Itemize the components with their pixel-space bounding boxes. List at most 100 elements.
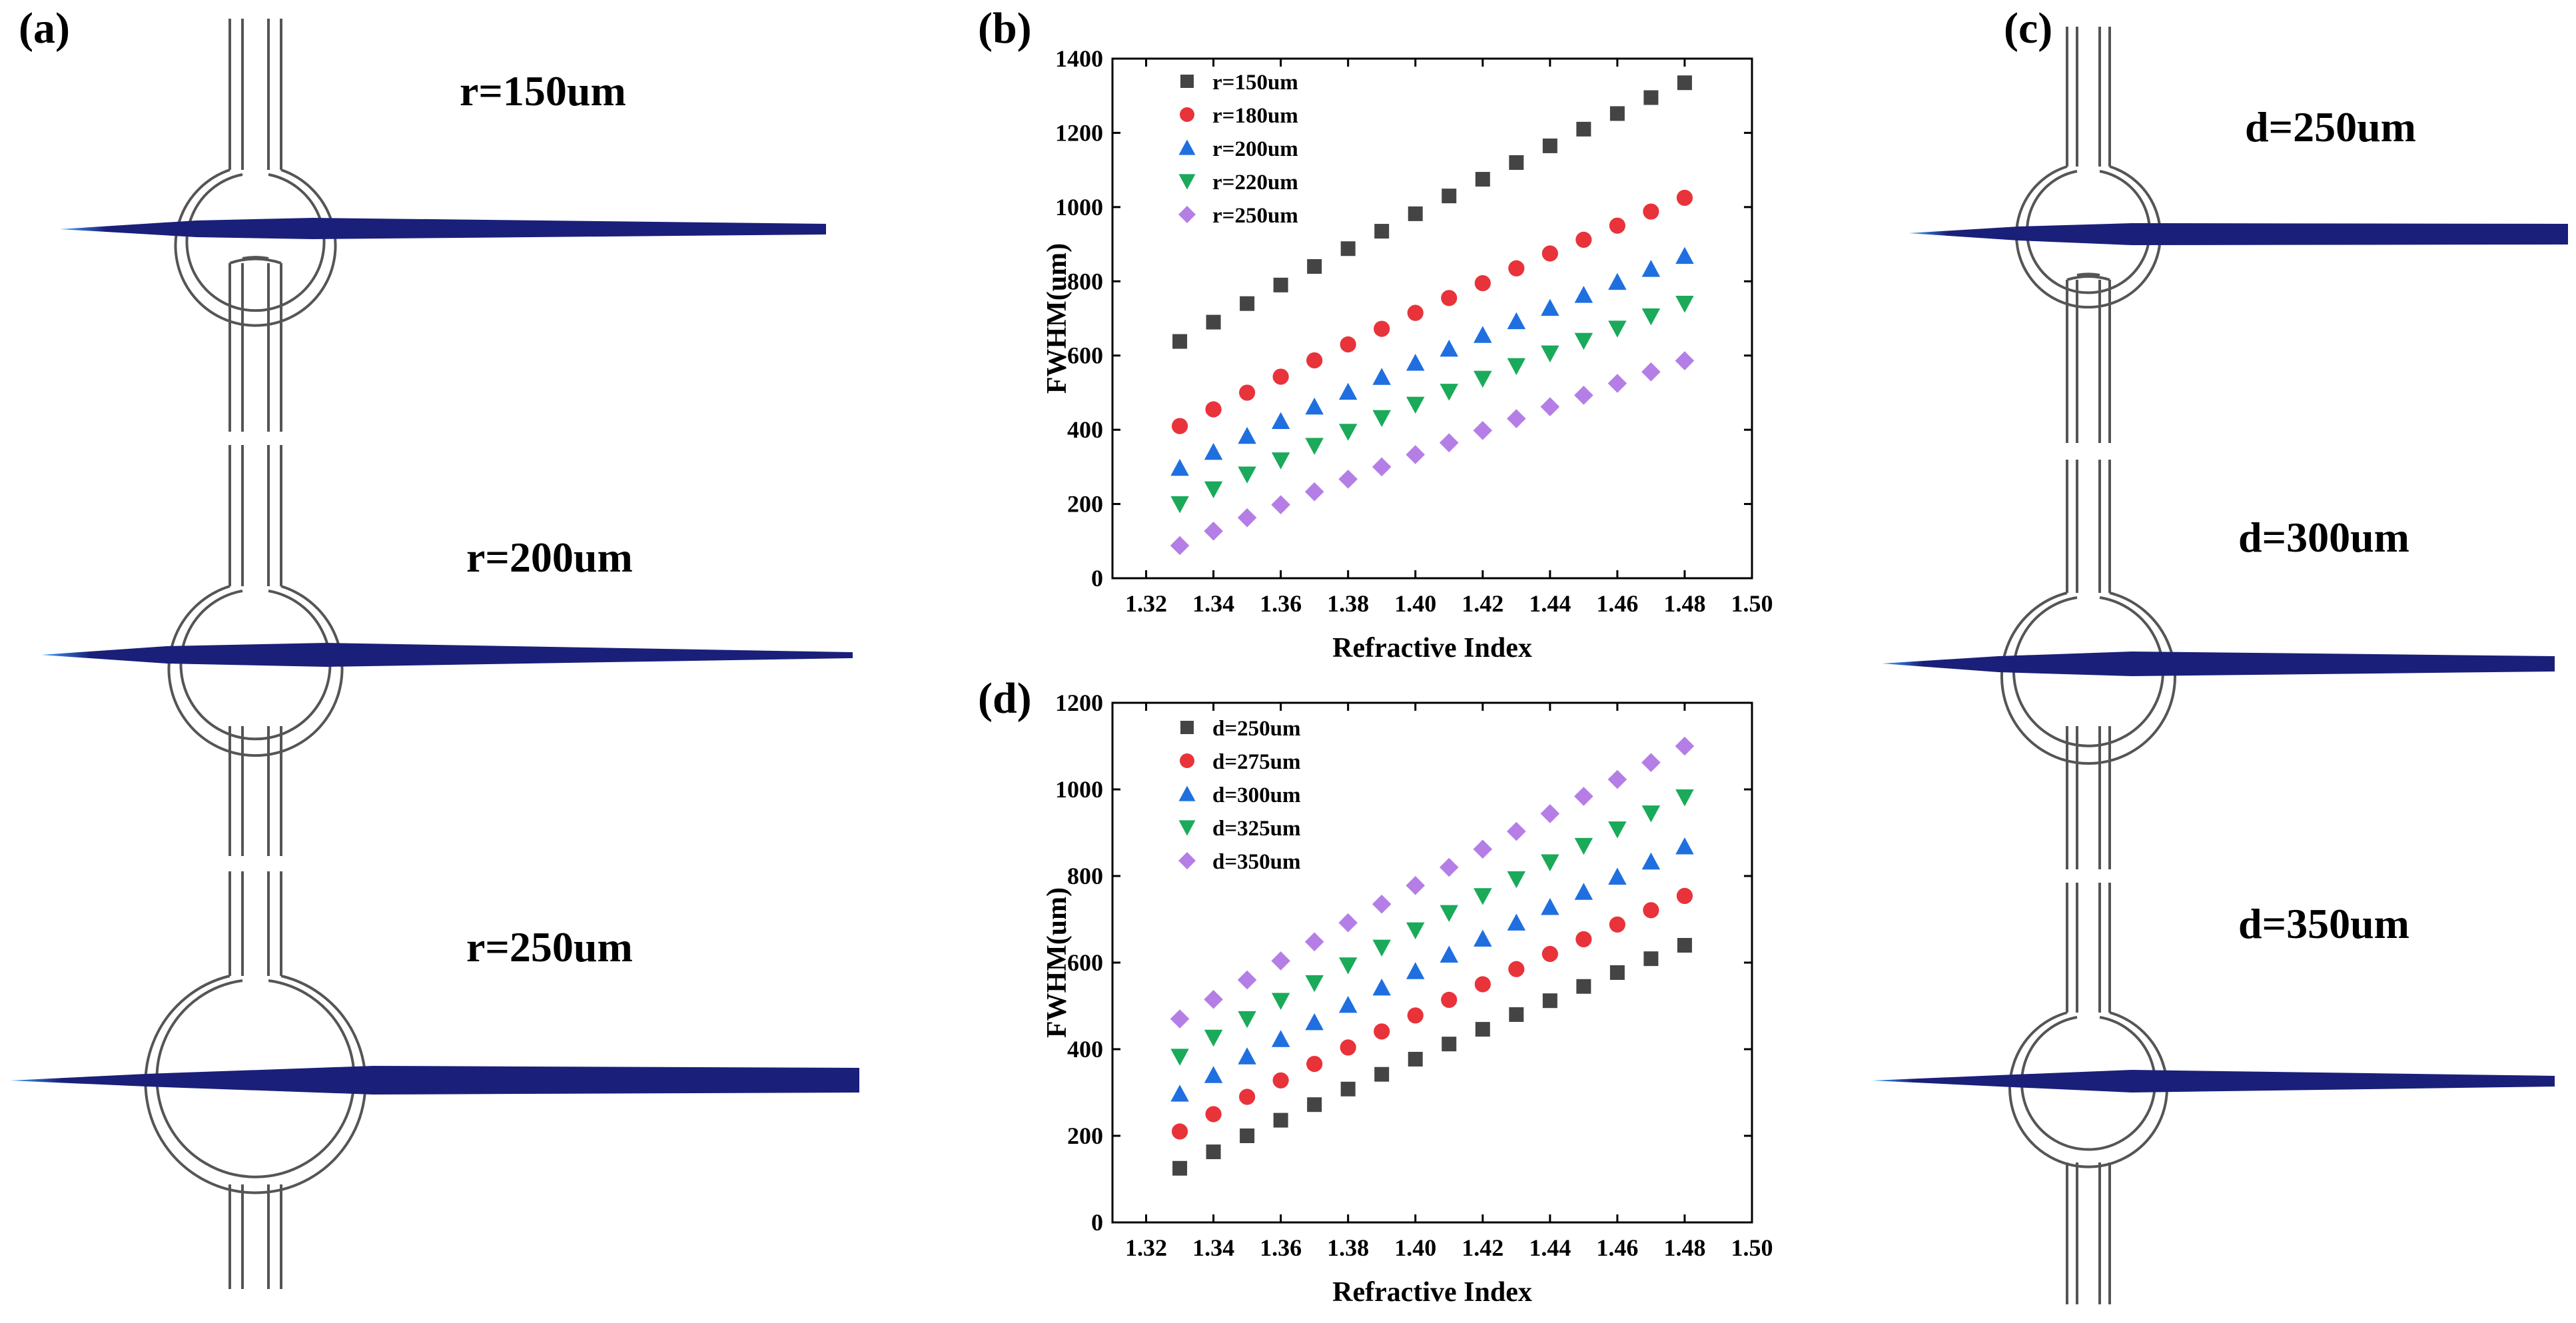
data-point (1507, 871, 1526, 889)
sim-label-d350: d=350um (2238, 900, 2409, 947)
series-r=200um (1170, 246, 1694, 476)
x-tick-label: 1.36 (1260, 1234, 1302, 1261)
data-point (1508, 961, 1525, 977)
panel-c: (c) d=250um d=300um d=350um (1872, 4, 2568, 1304)
sim-label-d250: d=250um (2245, 103, 2416, 151)
series-d=325um (1170, 789, 1694, 1066)
data-point (1641, 852, 1661, 870)
data-point (1406, 962, 1425, 979)
y-tick-label: 0 (1091, 1209, 1103, 1236)
data-point (1407, 304, 1424, 321)
data-point (1304, 482, 1324, 502)
data-point (1238, 1047, 1256, 1065)
series-d=250um (1172, 938, 1692, 1176)
data-point (1204, 1066, 1223, 1083)
data-point (1338, 382, 1358, 400)
simulation-d350: d=350um (1872, 883, 2555, 1304)
x-tick-label: 1.44 (1529, 590, 1571, 617)
x-tick-label: 1.34 (1192, 590, 1234, 617)
data-point (1576, 121, 1591, 137)
data-point (1406, 876, 1426, 895)
data-point (1340, 1039, 1356, 1056)
plot-frame (1111, 57, 1753, 580)
simulation-d300: d=300um (1882, 460, 2555, 869)
resonator-ring (174, 169, 337, 327)
data-point (1271, 452, 1290, 470)
data-point (1238, 1011, 1256, 1029)
data-point (1205, 401, 1222, 418)
data-point (1474, 326, 1492, 343)
data-point (1576, 979, 1591, 994)
data-point (1372, 978, 1391, 996)
data-point (1271, 412, 1290, 430)
data-point (1608, 821, 1627, 839)
data-point (1273, 277, 1288, 292)
beam-profile (60, 218, 826, 239)
legend-label: d=325um (1212, 817, 1301, 841)
series-d=300um (1170, 837, 1694, 1102)
waveguide-channel (228, 445, 282, 856)
data-point (1305, 397, 1324, 415)
data-point (1643, 951, 1659, 967)
legend-marker (1180, 75, 1194, 88)
data-point (1607, 374, 1627, 393)
data-point (1541, 945, 1558, 963)
beam-profile (1909, 223, 2568, 245)
data-point (1609, 916, 1625, 933)
y-axis-title: FWHM(um) (1042, 887, 1073, 1038)
data-point (1206, 1144, 1221, 1160)
legend-label: d=275um (1212, 750, 1301, 774)
data-point (1474, 976, 1491, 993)
panel-c-label: (c) (2004, 4, 2052, 53)
data-point (1675, 351, 1695, 370)
y-tick-label: 0 (1091, 565, 1103, 592)
data-point (1474, 929, 1492, 947)
data-point (1641, 362, 1661, 382)
waveguide-channel (228, 19, 282, 432)
sim-label-d300: d=300um (2238, 514, 2409, 561)
legend-marker (1178, 174, 1196, 190)
data-point (1171, 1123, 1188, 1140)
data-point (1507, 913, 1526, 931)
data-point (1372, 457, 1392, 477)
resonator-ring (2008, 1011, 2168, 1168)
data-point (1406, 922, 1425, 939)
data-point (1273, 1112, 1288, 1128)
beam-profile (10, 1066, 859, 1095)
data-point (1271, 1030, 1290, 1047)
x-tick-label: 1.32 (1125, 1234, 1167, 1261)
data-point (1206, 314, 1221, 330)
panel-a: (a) r=150um r=200um r=250um (10, 4, 859, 1289)
data-point (1641, 805, 1661, 823)
data-point (1340, 336, 1356, 353)
data-point (1340, 241, 1356, 256)
data-point (1204, 521, 1223, 541)
data-point (1305, 1013, 1324, 1031)
legend-marker (1178, 785, 1196, 801)
data-point (1372, 410, 1391, 428)
y-tick-label: 1000 (1055, 194, 1103, 220)
data-point (1305, 975, 1324, 993)
data-point (1474, 274, 1491, 292)
data-point (1507, 821, 1526, 841)
data-point (1238, 426, 1256, 444)
data-point (1608, 272, 1627, 290)
x-tick-label: 1.34 (1192, 1234, 1234, 1261)
data-point (1204, 481, 1223, 499)
data-point (1239, 1089, 1256, 1105)
data-point (1338, 469, 1358, 489)
data-point (1508, 260, 1525, 276)
data-point (1607, 769, 1627, 789)
data-point (1170, 458, 1189, 476)
chart-d: (d) 1.32 1.34 1.36 1.38 1.40 1.42 1.44 1.46 1.48 1… (978, 674, 1773, 1308)
series-r=180um (1171, 189, 1693, 434)
data-point (1441, 991, 1458, 1008)
legend-label: r=220um (1212, 171, 1298, 195)
data-point (1541, 854, 1559, 871)
data-point (1574, 837, 1593, 855)
x-tick-label: 1.46 (1596, 590, 1638, 617)
data-point (1408, 206, 1423, 221)
x-tick-label: 1.40 (1394, 1234, 1436, 1261)
y-tick-label: 1000 (1055, 776, 1103, 803)
